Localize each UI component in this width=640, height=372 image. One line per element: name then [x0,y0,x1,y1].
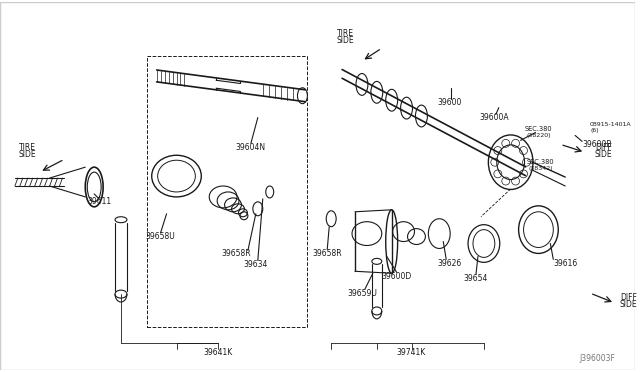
Text: (38342): (38342) [528,166,553,171]
Text: DIFF: DIFF [595,143,612,152]
Text: SIDE: SIDE [620,299,637,308]
Text: 39626: 39626 [437,259,461,268]
Text: (38220): (38220) [526,133,550,138]
Text: 39741K: 39741K [397,348,426,357]
Ellipse shape [115,290,127,298]
Text: 39616: 39616 [554,259,577,268]
Bar [147,56,307,327]
Text: 39600: 39600 [437,98,461,107]
Text: TIRE: TIRE [19,143,36,152]
Text: TIRE: TIRE [337,29,353,38]
Text: 39658R: 39658R [312,249,342,258]
Text: SIDE: SIDE [595,150,612,159]
Text: SIDE: SIDE [19,150,36,159]
Text: 39658R: 39658R [221,249,251,258]
Text: 39654: 39654 [464,274,488,283]
Text: DIFF: DIFF [620,292,637,302]
Text: 39641K: 39641K [204,348,233,357]
Text: 39659U: 39659U [347,289,377,298]
Text: SIDE: SIDE [336,36,354,45]
Text: 39634: 39634 [244,260,268,269]
Text: (6): (6) [590,128,598,133]
Text: SEC.380: SEC.380 [527,159,554,165]
Text: 39600A: 39600A [479,113,509,122]
Text: 39611: 39611 [87,198,111,206]
Text: 08915-1401A: 08915-1401A [590,122,632,127]
Text: J396003F: J396003F [579,354,615,363]
Text: 39600D: 39600D [381,272,412,281]
Text: SEC.380: SEC.380 [525,126,552,132]
Text: 39600B: 39600B [582,140,612,149]
Text: 39658U: 39658U [146,232,175,241]
Text: 39604N: 39604N [236,143,266,152]
